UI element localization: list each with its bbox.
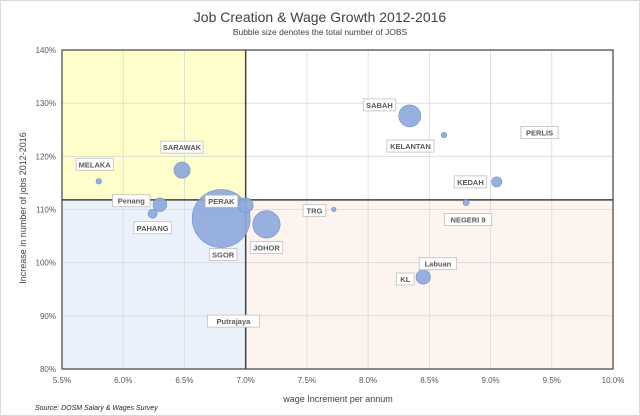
x-tick-label: 8.5% [420, 376, 438, 385]
data-label-text: KL [400, 275, 410, 284]
plot-frame [61, 49, 614, 370]
data-label-text: KEDAH [457, 178, 484, 187]
data-label-box [208, 248, 238, 261]
x-tick-label: 5.5% [53, 376, 71, 385]
data-label-box [206, 314, 260, 328]
data-label-box [302, 204, 327, 217]
data-label-sarawak: SARAWAK [160, 140, 204, 154]
data-label-box [418, 257, 458, 271]
source-note: Source: DOSM Salary & Wages Survey [35, 405, 158, 412]
data-label-text: SABAH [366, 101, 393, 110]
bubble-trg [331, 207, 337, 213]
data-label-text: Penang [118, 197, 146, 206]
data-label-penang: Penang [112, 194, 151, 208]
x-tick-label: 6.0% [114, 376, 132, 385]
data-label-perlis: PERLIS [520, 126, 559, 139]
data-label-text: PERAK [208, 197, 235, 206]
data-label-box [204, 194, 239, 208]
chart-title: Job Creation & Wage Growth 2012-2016 [194, 9, 447, 25]
x-axis-title: wage Increment per annum [282, 394, 393, 404]
y-tick-label: 120% [36, 152, 56, 161]
y-tick-label: 130% [36, 99, 56, 108]
y-tick-label: 110% [36, 206, 56, 215]
bubble-kelantan [440, 132, 448, 139]
data-label-box [362, 98, 397, 112]
data-label-sgor: SGOR [208, 248, 238, 261]
x-tick-label: 10.0% [602, 376, 625, 385]
data-label-johor: JOHOR [249, 240, 284, 254]
data-label-box [453, 175, 488, 189]
bubble-johor [252, 210, 281, 239]
y-tick-label: 80% [40, 365, 56, 374]
data-label-text: KELANTAN [390, 142, 431, 151]
data-label-perak: PERAK [204, 194, 239, 208]
data-label-box [396, 272, 415, 286]
data-label-text: PERLIS [526, 128, 553, 137]
data-label-kl: KL [396, 272, 415, 286]
x-tick-label: 7.0% [237, 376, 255, 385]
data-label-text: TRG [307, 207, 323, 216]
x-tick-label: 8.0% [359, 376, 377, 385]
y-tick-label: 90% [40, 312, 56, 321]
data-label-box [112, 194, 151, 208]
data-label-text: SGOR [212, 251, 235, 260]
data-label-kelantan: KELANTAN [386, 139, 435, 153]
data-label-text: SARAWAK [163, 143, 202, 152]
data-label-text: MELAKA [79, 160, 112, 169]
x-tick-label: 6.5% [175, 376, 193, 385]
y-tick-label: 140% [36, 46, 56, 55]
data-label-labuan: Labuan [418, 257, 458, 271]
data-label-sabah: SABAH [362, 98, 397, 112]
data-label-pahang: PAHANG [133, 221, 172, 235]
x-tick-label: 7.5% [298, 376, 316, 385]
quadrant-top-left [62, 50, 246, 200]
data-label-box [249, 240, 284, 254]
data-label-putrajaya: Putrajaya [206, 314, 260, 328]
data-label-text: JOHOR [253, 243, 280, 252]
y-tick-label: 100% [36, 259, 56, 268]
data-label-box [520, 126, 559, 139]
data-label-text: PAHANG [137, 224, 169, 233]
bubble-sarawak [173, 161, 191, 179]
data-label-box [444, 213, 493, 226]
x-tick-label: 9.0% [481, 376, 499, 385]
chart-subtitle: Bubble size denotes the total number of … [233, 27, 408, 37]
bubble-perak [237, 197, 254, 214]
y-axis-title: Increase in number of jobs 2012-2016 [18, 132, 28, 284]
bubble-kedah [491, 176, 503, 188]
data-label-box [386, 139, 435, 153]
bubble-sabah [398, 104, 422, 128]
data-label-text: Labuan [425, 260, 452, 269]
bubble-melaka [95, 178, 102, 185]
data-label-kedah: KEDAH [453, 175, 488, 189]
data-label-trg: TRG [302, 204, 327, 217]
bubble-negeri-9 [462, 199, 470, 206]
data-label-box [75, 157, 114, 171]
data-label-negeri-9: NEGERI 9 [444, 213, 493, 226]
data-label-text: Putrajaya [217, 317, 252, 326]
data-label-box [160, 140, 204, 154]
data-label-text: NEGERI 9 [451, 216, 486, 225]
data-label-box [133, 221, 172, 235]
data-label-melaka: MELAKA [75, 157, 114, 171]
x-tick-label: 9.5% [543, 376, 561, 385]
bubble-kl [415, 269, 431, 285]
bubble-penang [152, 197, 168, 212]
bubble-pahang [147, 208, 158, 219]
